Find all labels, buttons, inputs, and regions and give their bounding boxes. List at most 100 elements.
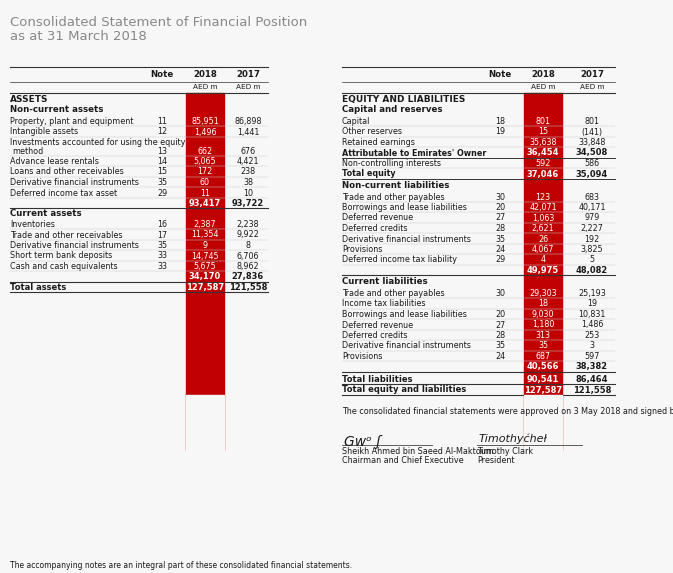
Text: 35: 35 (157, 178, 167, 187)
Text: Current liabilities: Current liabilities (342, 277, 427, 286)
Text: 24: 24 (495, 245, 505, 254)
Text: Deferred revenue: Deferred revenue (342, 214, 413, 222)
Text: 3: 3 (590, 342, 594, 351)
Text: 10,831: 10,831 (578, 310, 606, 319)
Text: Provisions: Provisions (342, 352, 382, 361)
Text: 8,962: 8,962 (237, 262, 259, 271)
Text: 9,030: 9,030 (532, 310, 555, 319)
Text: Total liabilities: Total liabilities (342, 375, 413, 384)
Text: 90,541: 90,541 (527, 375, 559, 384)
Text: 5,675: 5,675 (194, 262, 217, 271)
Text: 5: 5 (590, 256, 594, 265)
Text: method: method (12, 147, 43, 155)
Text: Capital: Capital (342, 117, 370, 126)
Text: Deferred credits: Deferred credits (342, 331, 407, 340)
Text: Total equity: Total equity (342, 170, 396, 179)
Text: Gwᵒ ʃ: Gwᵒ ʃ (344, 435, 381, 449)
Text: Sheikh Ahmed bin Saeed Al-Maktoum: Sheikh Ahmed bin Saeed Al-Maktoum (342, 447, 494, 456)
Text: 5,065: 5,065 (194, 157, 216, 166)
Text: 38,382: 38,382 (576, 363, 608, 371)
Text: 1,063: 1,063 (532, 214, 554, 222)
Text: Other reserves: Other reserves (342, 128, 402, 136)
Text: Provisions: Provisions (342, 245, 382, 254)
Text: 42,071: 42,071 (529, 203, 557, 212)
Text: 38: 38 (243, 178, 253, 187)
Text: 86,464: 86,464 (575, 375, 608, 384)
Text: 12: 12 (157, 128, 167, 136)
Text: 24: 24 (495, 352, 505, 361)
Text: Attributable to Emirates' Owner: Attributable to Emirates' Owner (342, 148, 487, 158)
Text: 253: 253 (584, 331, 600, 340)
Text: 26: 26 (538, 234, 548, 244)
Text: 27,836: 27,836 (232, 273, 264, 281)
Text: 35: 35 (495, 234, 505, 244)
Text: Deferred revenue: Deferred revenue (342, 320, 413, 329)
Text: 28: 28 (495, 331, 505, 340)
Text: 49,975: 49,975 (527, 266, 559, 275)
Text: 35: 35 (157, 241, 167, 250)
Text: 123: 123 (536, 193, 551, 202)
Text: (141): (141) (581, 128, 602, 136)
Text: 40,171: 40,171 (578, 203, 606, 212)
Text: Cash and cash equivalents: Cash and cash equivalents (10, 262, 118, 271)
Text: 121,558: 121,558 (573, 386, 611, 394)
Text: 127,587: 127,587 (186, 283, 224, 292)
Text: 4,067: 4,067 (532, 245, 555, 254)
Text: Short term bank deposits: Short term bank deposits (10, 252, 112, 261)
Text: 19: 19 (587, 300, 597, 308)
Text: 801: 801 (536, 117, 551, 126)
Text: Note: Note (150, 70, 174, 79)
Text: Consolidated Statement of Financial Position: Consolidated Statement of Financial Posi… (10, 16, 308, 29)
Text: Deferred income tax liability: Deferred income tax liability (342, 256, 457, 265)
Text: 11: 11 (157, 117, 167, 126)
Text: President: President (477, 456, 514, 465)
Text: 801: 801 (584, 117, 600, 126)
Text: 16: 16 (157, 220, 167, 229)
Text: The consolidated financial statements were approved on 3 May 2018 and signed by:: The consolidated financial statements we… (342, 407, 673, 416)
Text: 2,227: 2,227 (581, 224, 604, 233)
Text: 27: 27 (495, 320, 505, 329)
Text: Non-current liabilities: Non-current liabilities (342, 181, 450, 190)
Text: AED m: AED m (579, 84, 604, 90)
Text: Capital and reserves: Capital and reserves (342, 105, 443, 115)
Text: Property, plant and equipment: Property, plant and equipment (10, 117, 133, 126)
Text: Advance lease rentals: Advance lease rentals (10, 157, 99, 166)
Bar (186, 93, 224, 450)
Text: 29: 29 (495, 256, 505, 265)
Text: 1,441: 1,441 (237, 128, 259, 136)
Text: 313: 313 (536, 331, 551, 340)
Text: Deferred income tax asset: Deferred income tax asset (10, 189, 117, 198)
Text: 11: 11 (200, 189, 210, 198)
Text: 85,951: 85,951 (191, 117, 219, 126)
Text: 37,046: 37,046 (527, 170, 559, 179)
Text: 586: 586 (584, 159, 600, 168)
Text: 687: 687 (536, 352, 551, 361)
Text: AED m: AED m (192, 84, 217, 90)
Text: Total assets: Total assets (10, 283, 66, 292)
Text: 597: 597 (584, 352, 600, 361)
Text: 13: 13 (157, 147, 167, 155)
Text: Chairman and Chief Executive: Chairman and Chief Executive (342, 456, 464, 465)
Text: 93,722: 93,722 (232, 199, 264, 208)
Text: 979: 979 (584, 214, 600, 222)
Text: Borrowings and lease liabilities: Borrowings and lease liabilities (342, 310, 467, 319)
Text: 25,193: 25,193 (578, 289, 606, 298)
Bar (524, 93, 562, 450)
Text: 11,354: 11,354 (191, 230, 219, 240)
Text: Non-controlling interests: Non-controlling interests (342, 159, 441, 168)
Text: 14: 14 (157, 157, 167, 166)
Text: 40,566: 40,566 (527, 363, 559, 371)
Text: 15: 15 (538, 128, 548, 136)
Text: Deferred credits: Deferred credits (342, 224, 407, 233)
Text: 60: 60 (200, 178, 210, 187)
Text: Derivative financial instruments: Derivative financial instruments (10, 241, 139, 250)
Text: 4,421: 4,421 (237, 157, 259, 166)
Text: 29,303: 29,303 (529, 289, 557, 298)
Text: 2017: 2017 (580, 70, 604, 79)
Text: Derivative financial instruments: Derivative financial instruments (10, 178, 139, 187)
Text: 3,825: 3,825 (581, 245, 603, 254)
Text: Note: Note (489, 70, 511, 79)
Text: 2018: 2018 (531, 70, 555, 79)
Text: 2018: 2018 (193, 70, 217, 79)
Text: 19: 19 (495, 128, 505, 136)
